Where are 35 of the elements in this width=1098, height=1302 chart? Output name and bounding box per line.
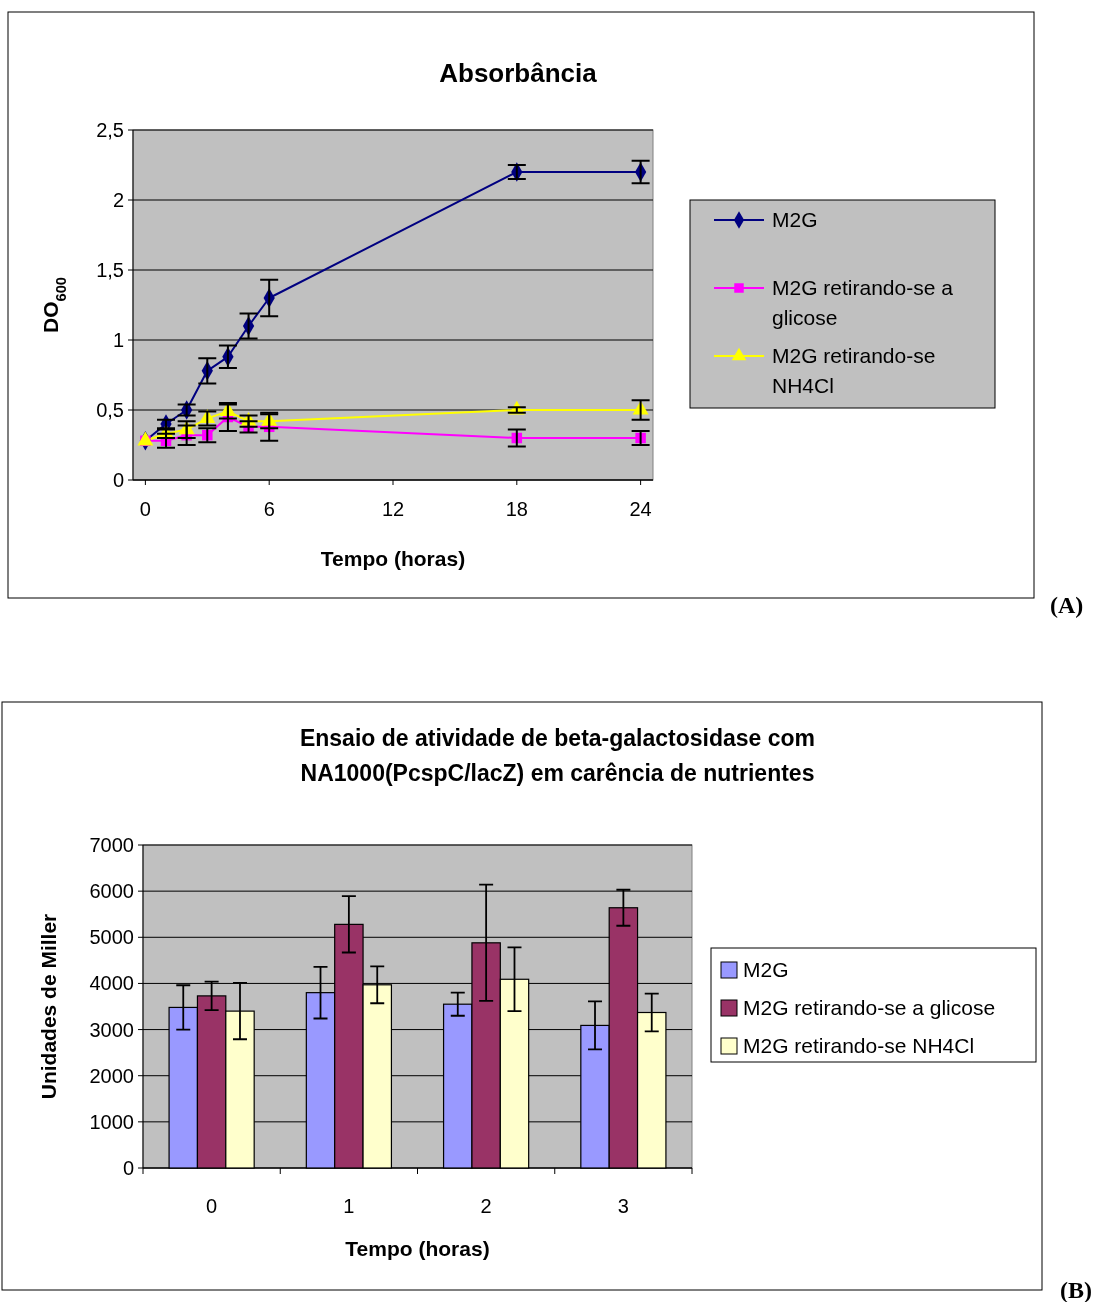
legend-label: M2G [772,208,818,232]
legend-label: M2G retirando-se NH4Cl [772,344,936,398]
y-tick-label: 6000 [89,880,134,903]
x-axis-title: Tempo (horas) [320,547,466,570]
x-axis-title: Tempo (horas) [345,1237,490,1260]
y-tick-label: 2 [112,189,124,211]
x-tick-label: 1 [343,1195,355,1217]
text: (A) [1050,592,1084,618]
y-tick-label: 1000 [89,1110,134,1133]
y-tick-label: 1 [112,329,124,351]
legend-label: M2G retirando-se NH4Cl [743,1034,975,1058]
x-tick-label: 6 [263,498,275,520]
legend-label: M2G retirando-se a glicose [772,276,954,330]
chart-title: Absorbância [439,58,598,88]
y-tick-label: 7000 [89,834,134,856]
x-tick-label: 0 [139,498,151,520]
x-tick-label: 3 [617,1195,629,1217]
y-tick-label: 0 [122,1157,134,1179]
x-tick-label: 0 [206,1195,218,1217]
y-axis-title: Unidades de Miller [37,913,60,1100]
x-tick-label: 24 [629,498,652,520]
x-tick-label: 2 [480,1195,492,1217]
y-tick-label: 4000 [89,972,134,995]
y-tick-label: 2,5 [96,119,124,141]
y-tick-label: 5000 [89,926,134,949]
y-tick-label: 1,5 [96,259,124,281]
y-tick-label: 2000 [89,1064,134,1087]
x-tick-label: 18 [505,498,528,520]
legend-label: M2G retirando-se a glicose [743,996,996,1020]
y-tick-label: 3000 [89,1018,134,1041]
x-tick-label: 12 [381,498,405,520]
chart-title: Ensaio de atividade de beta-galactosidase com NA1000(PcspC/lacZ) em carência de nutrientes [299,725,816,786]
y-tick-label: 0,5 [96,399,124,421]
y-tick-label: 0 [112,469,124,491]
legend-label: M2G [743,958,789,982]
